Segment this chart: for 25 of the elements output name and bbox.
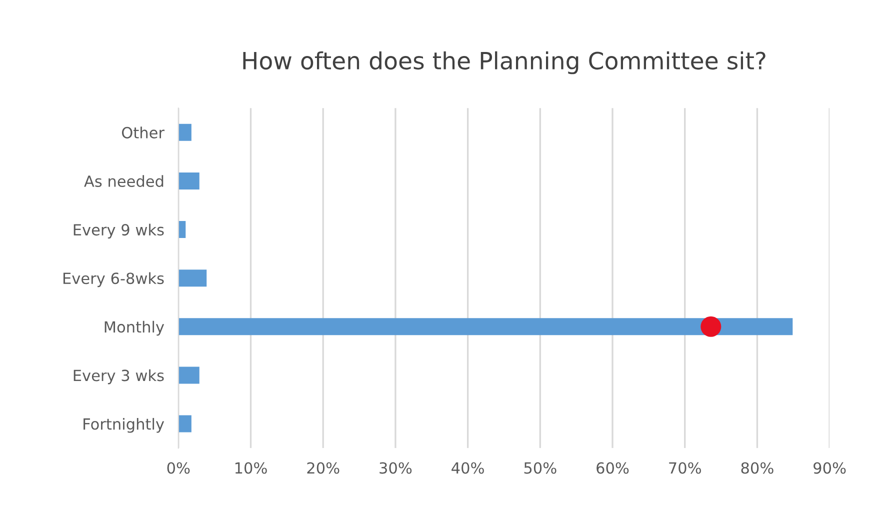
bar <box>178 172 200 190</box>
bar <box>178 270 207 287</box>
x-tick-label: 30% <box>380 462 412 474</box>
y-tick-label: Monthly <box>104 320 164 336</box>
bar <box>178 415 192 432</box>
bar <box>178 366 200 384</box>
bar <box>178 221 186 238</box>
x-tick-label: 60% <box>596 462 629 474</box>
x-tick-label: 0% <box>167 462 190 474</box>
y-tick-label: Every 9 wks <box>74 224 164 239</box>
x-tick-label: 70% <box>669 462 701 474</box>
y-tick-label: Every 3 wks <box>74 369 164 384</box>
bar <box>178 124 192 141</box>
bar <box>178 318 793 336</box>
x-tick-label: 10% <box>235 462 267 474</box>
x-tick-label: 40% <box>452 462 484 474</box>
y-tick-label: Fortnightly <box>84 418 164 433</box>
x-tick-label: 90% <box>814 462 846 474</box>
y-tick-label: Every 6-8wks <box>63 272 164 288</box>
x-tick-label: 80% <box>741 462 774 474</box>
y-tick-label: Other <box>122 126 165 138</box>
x-tick-label: 20% <box>307 462 340 474</box>
x-tick-label: 50% <box>524 462 556 474</box>
y-tick-label: As needed <box>84 175 164 188</box>
chart-title: How often does the Planning Committee sit? <box>243 51 766 74</box>
